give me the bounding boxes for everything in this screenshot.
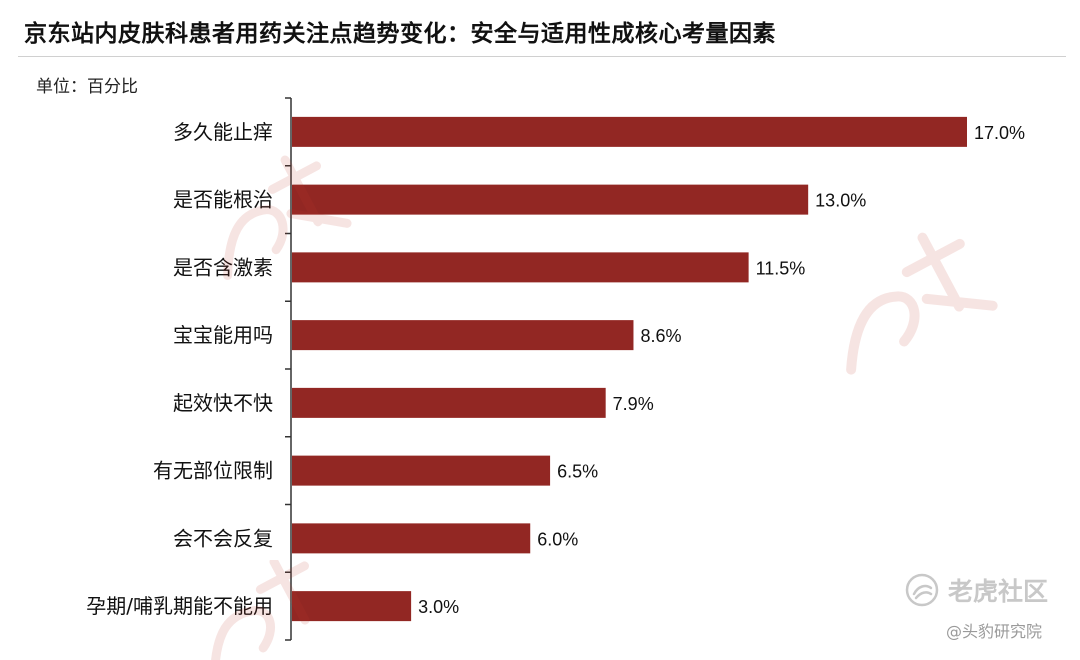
category-label: 是否能根治 <box>173 188 273 212</box>
bar <box>292 252 749 283</box>
bar <box>292 591 412 622</box>
bar <box>292 523 531 554</box>
value-label: 6.5% <box>557 462 598 482</box>
bar <box>292 320 634 351</box>
value-label: 6.0% <box>537 529 578 549</box>
source-credit: @头豹研究院 <box>946 622 1043 641</box>
value-label: 11.5% <box>756 258 806 278</box>
category-label: 是否含激素 <box>173 255 273 279</box>
category-label: 孕期/哺乳期能不能用 <box>86 594 273 618</box>
bar <box>292 116 967 147</box>
category-label: 有无部位限制 <box>153 459 273 483</box>
category-label: 会不会反复 <box>173 526 273 550</box>
watermark-logo-text: 老虎社区 <box>948 577 1049 606</box>
bar <box>292 387 606 418</box>
value-label: 3.0% <box>418 597 459 617</box>
category-label: 宝宝能用吗 <box>173 323 273 347</box>
unit-label: 单位：百分比 <box>36 77 138 97</box>
category-label: 起效快不快 <box>173 391 273 415</box>
bar <box>292 184 809 215</box>
bar <box>292 455 551 486</box>
value-label: 7.9% <box>613 394 654 414</box>
chart-title: 京东站内皮肤科患者用药关注点趋势变化：安全与适用性成核心考量因素 <box>24 21 776 47</box>
value-label: 8.6% <box>640 326 681 346</box>
value-label: 13.0% <box>815 191 866 211</box>
title-divider <box>18 56 1066 57</box>
tiger-forum-logo-icon <box>905 573 939 607</box>
category-label: 多久能止痒 <box>173 120 273 144</box>
value-label: 17.0% <box>974 123 1025 143</box>
